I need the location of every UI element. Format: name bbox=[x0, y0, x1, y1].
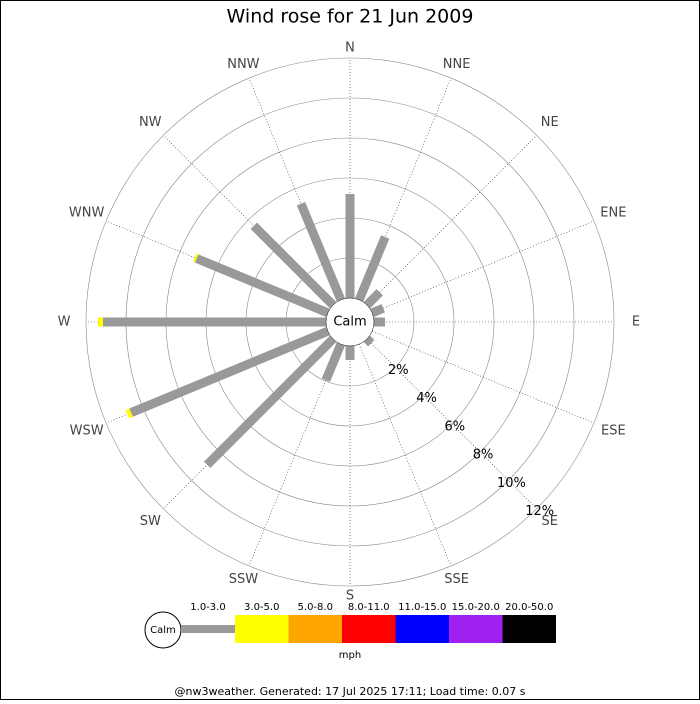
footer: @nw3weather. Generated: 17 Jul 2025 17:1… bbox=[175, 685, 526, 698]
legend-swatch bbox=[288, 615, 342, 643]
spoke bbox=[372, 330, 595, 424]
direction-label: NW bbox=[139, 115, 162, 130]
direction-label: NNE bbox=[443, 57, 471, 72]
bars bbox=[98, 194, 390, 469]
legend-label: 1.0-3.0 bbox=[190, 602, 225, 613]
direction-label: NNW bbox=[227, 57, 259, 72]
direction-label: W bbox=[58, 315, 71, 330]
direction-label: SW bbox=[140, 514, 161, 529]
legend-label: 15.0-20.0 bbox=[452, 602, 500, 613]
bar-segment bbox=[370, 304, 385, 317]
direction-label: WNW bbox=[69, 205, 105, 220]
direction-label: NE bbox=[541, 115, 559, 130]
bar-segment bbox=[203, 335, 337, 469]
r-tick-label: 10% bbox=[497, 476, 526, 491]
legend-swatch bbox=[395, 615, 449, 643]
grid-ring bbox=[85, 57, 615, 587]
spoke bbox=[372, 220, 595, 314]
spoke bbox=[358, 344, 452, 567]
direction-label: SE bbox=[542, 514, 558, 529]
spoke bbox=[366, 338, 537, 509]
legend-label: 11.0-15.0 bbox=[398, 602, 446, 613]
legend-swatch bbox=[235, 615, 289, 643]
legend-unit: mph bbox=[339, 650, 361, 661]
legend-swatch bbox=[342, 615, 396, 643]
spoke bbox=[248, 344, 342, 567]
direction-label: ENE bbox=[600, 205, 626, 220]
r-tick-label: 12% bbox=[525, 504, 554, 519]
direction-label: WSW bbox=[70, 424, 104, 439]
bar-segment bbox=[355, 235, 390, 302]
legend-swatch bbox=[181, 625, 235, 633]
bar-segment bbox=[194, 254, 330, 317]
legend-label: 3.0-5.0 bbox=[244, 602, 279, 613]
direction-label: N bbox=[345, 41, 355, 56]
legend-swatch bbox=[449, 615, 503, 643]
bar-segment bbox=[193, 253, 199, 263]
r-tick-label: 4% bbox=[416, 391, 437, 406]
direction-label: S bbox=[346, 589, 354, 604]
bar-segment bbox=[125, 408, 133, 419]
calm-circle bbox=[325, 297, 375, 347]
direction-label: SSW bbox=[229, 572, 259, 587]
legend-label: 5.0-8.0 bbox=[298, 602, 333, 613]
bar-segment bbox=[363, 335, 375, 347]
direction-label: ESE bbox=[601, 424, 626, 439]
spoke bbox=[366, 135, 537, 306]
r-tick-label: 6% bbox=[445, 419, 466, 434]
bar-segment bbox=[129, 327, 330, 417]
calm-label: Calm bbox=[333, 315, 366, 330]
r-tick-label: 8% bbox=[473, 448, 494, 463]
bar-segment bbox=[250, 222, 337, 309]
legend-swatch bbox=[502, 615, 556, 643]
direction-label: E bbox=[632, 315, 640, 330]
bar-segment bbox=[296, 202, 345, 302]
direction-label: SSE bbox=[444, 572, 469, 587]
legend-calm-label: Calm bbox=[150, 625, 176, 636]
legend: Calm mph 1.0-3.0 3.0-5.0 5.0-8.0 8.0-11.0 11… bbox=[144, 602, 556, 661]
bar-segment bbox=[363, 289, 383, 309]
bar-segment bbox=[321, 342, 345, 382]
legend-label: 20.0-50.0 bbox=[505, 602, 553, 613]
legend-label: 8.0-11.0 bbox=[348, 602, 390, 613]
chart-title: Wind rose for 21 Jun 2009 bbox=[227, 6, 474, 28]
r-tick-label: 2% bbox=[388, 363, 409, 378]
